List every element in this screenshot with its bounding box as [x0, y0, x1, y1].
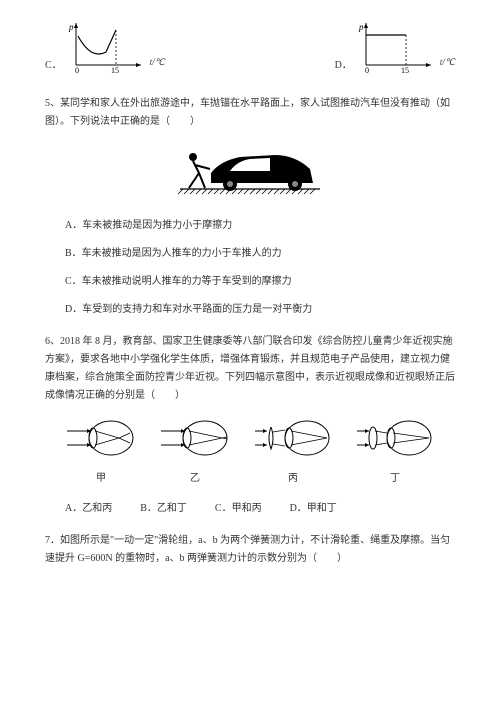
- q6-options: A．乙和丙 B．乙和丁 C．甲和丙 D．甲和丁: [65, 500, 455, 518]
- q5-option-b: B．车未被推动是因为人推车的力小于车推人的力: [65, 245, 455, 263]
- eye-yi-label: 乙: [159, 470, 231, 488]
- q5-text: 5、某同学和家人在外出旅游途中，车抛锚在水平路面上，家人试图推动汽车但没有推动（…: [45, 95, 455, 131]
- q6-option-a: A．乙和丙: [65, 500, 112, 518]
- graph-d-tick: 15: [401, 66, 409, 75]
- eye-jia: 甲: [65, 417, 137, 488]
- graph-c: C． p 15 0 t/℃: [45, 20, 165, 75]
- graph-c-tick: 15: [111, 66, 119, 75]
- eye-bing-label: 丙: [253, 470, 333, 488]
- q6-text: 6、2018 年 8 月，教育部、国家卫生健康委等八部门联合印发《综合防控儿童青…: [45, 333, 455, 405]
- graph-d-axis: t/℃: [440, 54, 455, 70]
- svg-text:p: p: [68, 22, 74, 32]
- q5-option-c: C．车未被推动说明人推车的力等于车受到的摩擦力: [65, 273, 455, 291]
- eye-bing: 丙: [253, 417, 333, 488]
- eye-ding-label: 丁: [355, 470, 435, 488]
- option-d-label: D．: [335, 57, 352, 75]
- question-5: 5、某同学和家人在外出旅游途中，车抛锚在水平路面上，家人试图推动汽车但没有推动（…: [45, 95, 455, 319]
- svg-text:0: 0: [75, 66, 79, 75]
- q6-option-d: D．甲和丁: [290, 500, 337, 518]
- question-7: 7．如图所示是"一动一定"滑轮组，a、b 为两个弹簧测力计，不计滑轮重、绳重及摩…: [45, 532, 455, 568]
- svg-text:0: 0: [365, 66, 369, 75]
- q5-options: A．车未被推动是因为推力小于摩擦力 B．车未被推动是因为人推车的力小于车推人的力…: [65, 217, 455, 319]
- eye-yi: 乙: [159, 417, 231, 488]
- eye-diagrams: 甲 乙: [45, 417, 455, 488]
- q7-text: 7．如图所示是"一动一定"滑轮组，a、b 为两个弹簧测力计，不计滑轮重、绳重及摩…: [45, 532, 455, 568]
- graph-options-row: C． p 15 0 t/℃ D． p 15 0 t/℃: [45, 20, 455, 75]
- eye-ding: 丁: [355, 417, 435, 488]
- q5-option-a: A．车未被推动是因为推力小于摩擦力: [65, 217, 455, 235]
- car-figure: [45, 141, 455, 203]
- graph-d: D． p 15 0 t/℃: [335, 20, 455, 75]
- svg-text:p: p: [358, 22, 364, 32]
- graph-c-svg: p 15 0: [66, 20, 146, 75]
- q6-option-b: B．乙和丁: [140, 500, 187, 518]
- graph-c-axis: t/℃: [150, 54, 165, 70]
- q5-option-d: D．车受到的支持力和车对水平路面的压力是一对平衡力: [65, 301, 455, 319]
- q6-option-c: C．甲和丙: [215, 500, 262, 518]
- question-6: 6、2018 年 8 月，教育部、国家卫生健康委等八部门联合印发《综合防控儿童青…: [45, 333, 455, 518]
- option-c-label: C．: [45, 57, 62, 75]
- eye-jia-label: 甲: [65, 470, 137, 488]
- graph-d-svg: p 15 0: [356, 20, 436, 75]
